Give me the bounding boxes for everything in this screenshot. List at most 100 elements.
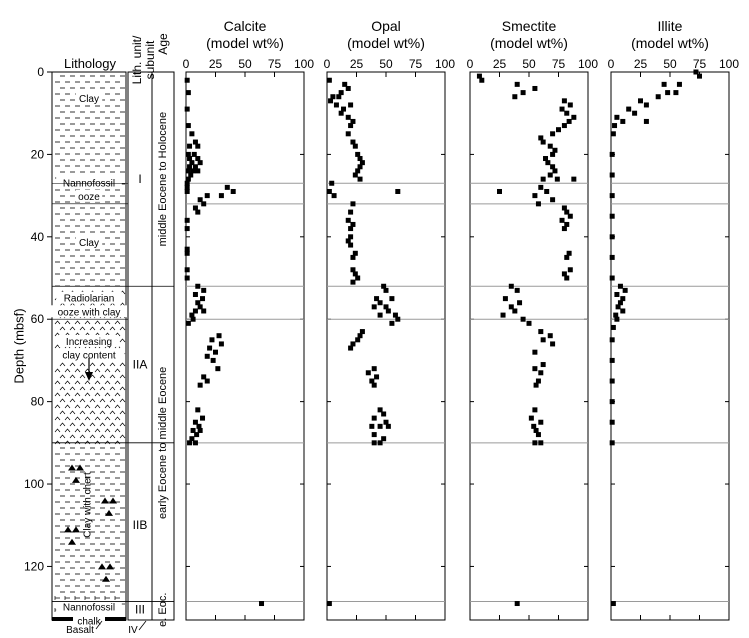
lithology-header: Lithology [64,56,117,71]
radiolarian-pattern-mark [109,422,116,427]
data-point [655,94,661,100]
data-point [195,300,201,306]
data-point [508,304,514,310]
data-point [365,370,371,376]
unit-label: III [135,603,145,617]
data-point [189,131,195,137]
radiolarian-pattern-mark [59,434,66,439]
data-point [345,131,351,137]
data-point [532,440,538,446]
data-point [377,423,383,429]
data-point [338,90,344,96]
data-point [531,423,537,429]
data-point [201,374,207,380]
chert-mark [72,476,80,483]
data-point [622,287,628,293]
radiolarian-pattern-mark [99,386,106,391]
x-tick-label: 50 [522,57,536,71]
data-point [643,118,649,124]
radiolarian-pattern-mark [89,434,96,439]
radiolarian-pattern-mark [59,422,66,427]
data-point [643,102,649,108]
data-point [561,205,567,211]
panel-subtitle: (model wt%) [206,35,284,51]
radiolarian-pattern-mark [94,320,101,325]
data-point [195,209,201,215]
x-tick-label: 50 [663,57,677,71]
data-point [224,184,230,190]
data-point [184,180,190,186]
radiolarian-pattern-mark [104,428,111,433]
data-point [528,415,534,421]
x-tick-label: 25 [634,57,648,71]
panel-smectite: Smectite(model wt%) 0 25 50 75 100 [467,18,598,621]
data-point [614,114,620,120]
data-point [357,164,363,170]
data-point [371,415,377,421]
data-point [561,98,567,104]
panel-frame [326,71,446,621]
radiolarian-pattern-mark [99,374,106,379]
data-point [609,234,615,240]
radiolarian-pattern-mark [104,404,111,409]
data-point [192,291,198,297]
data-point [209,337,215,343]
radiolarian-pattern-mark [109,326,116,331]
radiolarian-pattern-mark [79,362,86,367]
data-point [533,382,539,388]
radiolarian-pattern-mark [74,428,81,433]
lith-unit-header-line1: Lith. unit/ [130,35,144,84]
data-point [326,77,332,83]
data-point [259,601,265,607]
data-point [341,106,347,112]
data-point [661,81,667,87]
data-point [517,300,523,306]
radiolarian-pattern-mark [99,422,106,427]
radiolarian-pattern-mark [99,362,106,367]
data-point [197,382,203,388]
radiolarian-pattern-mark [84,428,91,433]
radiolarian-pattern-mark [74,368,81,373]
data-point [348,209,354,215]
data-point [566,118,572,124]
data-point [535,378,541,384]
data-point [359,329,365,335]
depth-tick-label: 20 [31,147,45,161]
radiolarian-pattern-mark [114,392,121,397]
radiolarian-pattern-mark [59,410,66,415]
chert-mark [68,538,76,545]
depth-tick-label: 80 [31,395,45,409]
radiolarian-pattern-mark [99,434,106,439]
radiolarian-pattern-mark [69,362,76,367]
x-tick-label: 25 [209,57,223,71]
data-point [371,440,377,446]
radiolarian-pattern-mark [94,392,101,397]
data-point [567,102,573,108]
data-point [538,135,544,141]
data-point [564,209,570,215]
data-point [330,94,336,100]
data-point [357,156,363,162]
data-point [207,345,213,351]
data-point [195,407,201,413]
radiolarian-pattern-mark [69,434,76,439]
data-point [564,254,570,260]
data-point [190,168,196,174]
data-point [371,366,377,372]
data-point [550,151,556,157]
age-label: early Eocene to middle Eocene [157,367,169,519]
data-point [697,73,702,79]
data-point [514,81,520,87]
data-point [197,427,203,433]
radiolarian-pattern-mark [114,320,121,325]
data-point [564,221,570,227]
data-point [561,271,567,277]
radiolarian-pattern-mark [69,410,76,415]
data-point [543,156,549,162]
radiolarian-pattern-mark [84,380,91,385]
data-point [609,213,615,219]
data-point [512,308,518,314]
data-point [350,221,356,227]
